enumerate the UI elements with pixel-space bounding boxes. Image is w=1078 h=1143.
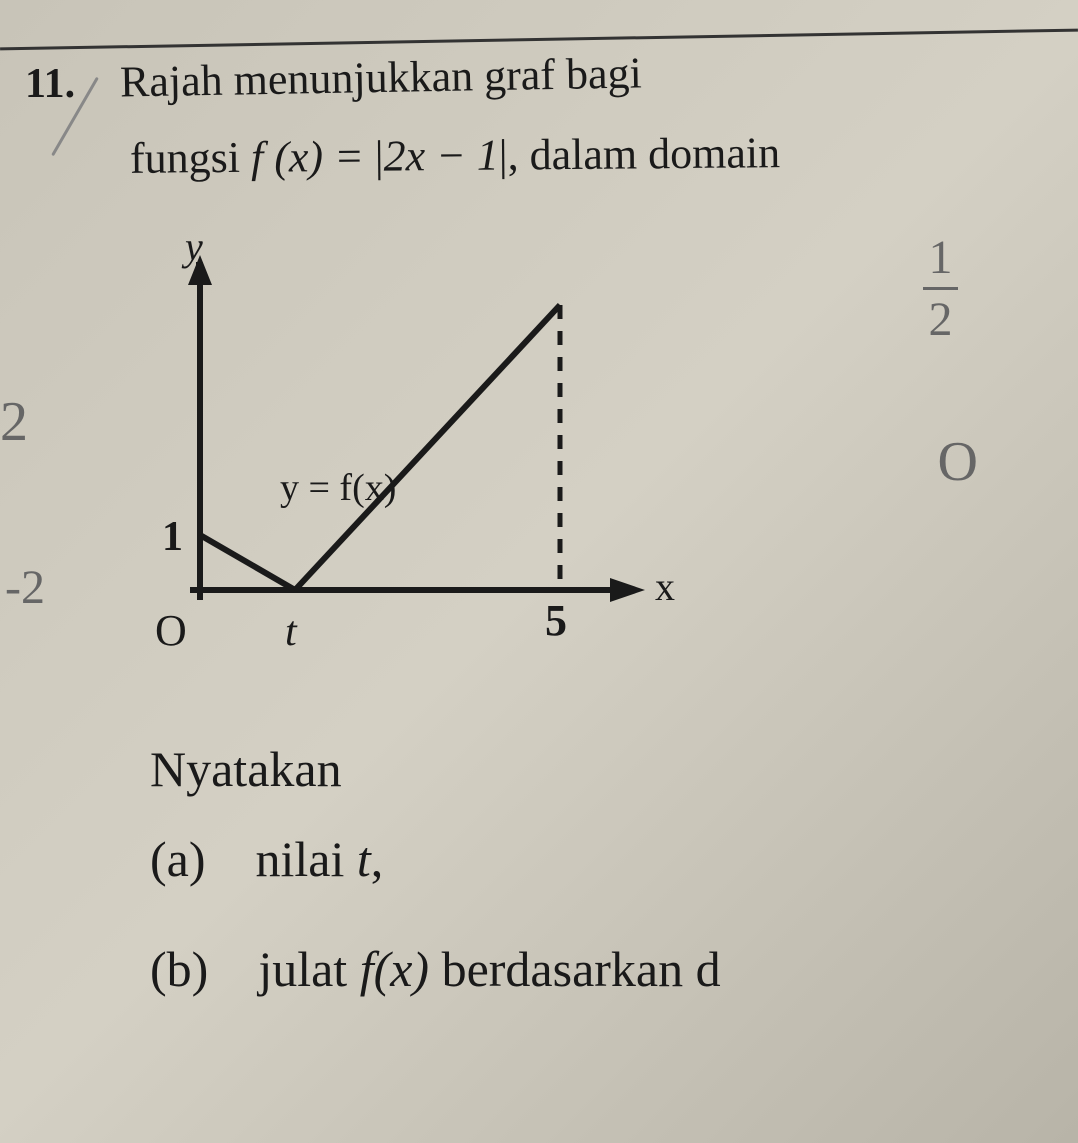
part-a-var: t (357, 831, 371, 887)
page-container: 11. Rajah menunjukkan graf bagi fungsi f… (0, 0, 1078, 1143)
part-b-label: (b) (150, 941, 208, 997)
nyatakan-prompt: Nyatakan (150, 740, 342, 798)
fraction-bar (923, 287, 958, 290)
graph-left-segment (200, 535, 295, 590)
question-text-line2: fungsi f (x) = |2x − 1|, dalam domain (130, 127, 781, 184)
fraction-numerator: 1 (923, 230, 958, 285)
x-axis-label: x (655, 564, 675, 609)
part-b: (b) julat f(x) berdasarkan d (150, 940, 721, 998)
question-text-line1: Rajah menunjukkan graf bagi (120, 47, 643, 107)
origin-label: O (155, 606, 187, 655)
function-rhs: 2x − 1 (383, 131, 499, 181)
graph-right-segment (295, 305, 560, 590)
part-a-text: nilai (256, 831, 357, 887)
graph-area: y x y = f(x) 1 O t 5 (100, 230, 700, 680)
part-b-func: f(x) (360, 941, 429, 997)
curve-label: y = f(x) (280, 467, 396, 509)
pencil-zero: O (938, 430, 978, 494)
pencil-fraction-half: 1 2 (923, 230, 958, 347)
t-label: t (285, 609, 298, 655)
abs-close: | (499, 130, 508, 181)
line2-prefix: fungsi (130, 133, 251, 183)
part-b-text: julat (258, 941, 359, 997)
abs-open: | (375, 131, 384, 182)
part-a: (a) nilai t, (150, 830, 383, 888)
x-value-5-label: 5 (545, 596, 567, 645)
fraction-denominator: 2 (923, 292, 958, 347)
question-number: 11. (25, 60, 75, 108)
part-a-comma: , (371, 831, 384, 887)
graph-svg: y x y = f(x) 1 O t 5 (100, 230, 700, 680)
part-a-label: (a) (150, 831, 206, 887)
line2-suffix: , dalam domain (507, 128, 780, 179)
x-axis-arrow (610, 578, 645, 602)
part-b-suffix: berdasarkan d (429, 941, 721, 997)
top-border-line (0, 29, 1078, 51)
pencil-neg-two: -2 (5, 560, 45, 615)
function-lhs: f (x) = (251, 132, 375, 182)
pencil-two: 2 (0, 390, 28, 454)
y-intercept-label: 1 (162, 514, 183, 560)
y-axis-label: y (181, 230, 203, 269)
